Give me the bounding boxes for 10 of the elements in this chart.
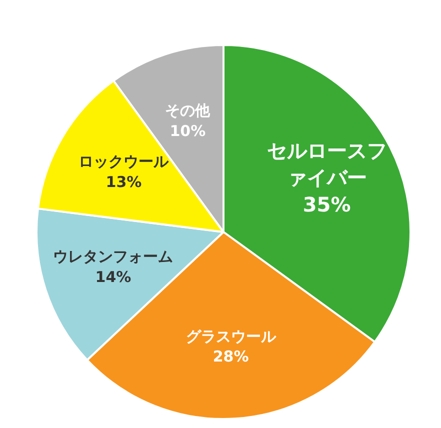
data-label: 10% xyxy=(170,122,206,140)
slice-label: セルロースファイバー xyxy=(266,138,387,190)
slice-label: ロックウール xyxy=(78,152,170,171)
data-label: 13% xyxy=(106,172,142,191)
slice-label: ウレタンフォーム xyxy=(53,248,174,266)
data-label: 28% xyxy=(212,348,249,366)
slice-label: その他 xyxy=(165,102,212,120)
slice-label: グラスウール xyxy=(186,327,277,346)
data-label: 35% xyxy=(302,192,351,217)
data-label: 14% xyxy=(95,268,132,286)
